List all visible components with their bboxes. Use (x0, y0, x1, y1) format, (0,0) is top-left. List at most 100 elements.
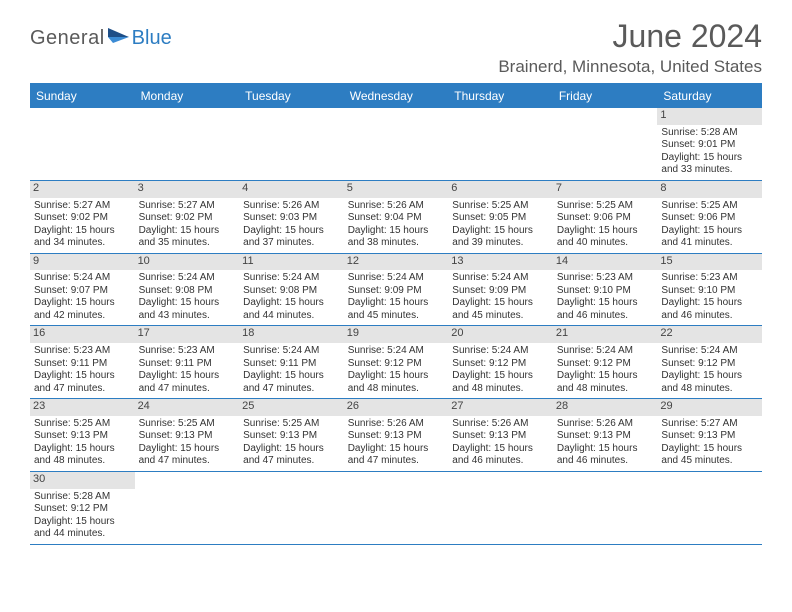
dayhead-wed: Wednesday (344, 85, 449, 108)
calendar-cell: 1Sunrise: 5:28 AMSunset: 9:01 PMDaylight… (657, 108, 762, 180)
logo: General Blue (30, 18, 172, 51)
sunset-text: Sunset: 9:11 PM (34, 358, 131, 371)
week-row: 1Sunrise: 5:28 AMSunset: 9:01 PMDaylight… (30, 108, 762, 181)
daylight-text-1: Daylight: 15 hours (243, 225, 340, 238)
sunset-text: Sunset: 9:12 PM (452, 358, 549, 371)
day-number: 1 (657, 108, 762, 125)
day-number: 22 (657, 326, 762, 343)
day-number: 4 (239, 181, 344, 198)
daylight-text-1: Daylight: 15 hours (243, 443, 340, 456)
calendar-cell (448, 108, 553, 180)
calendar-cell: 15Sunrise: 5:23 AMSunset: 9:10 PMDayligh… (657, 254, 762, 326)
calendar-cell: 25Sunrise: 5:25 AMSunset: 9:13 PMDayligh… (239, 399, 344, 471)
daylight-text-2: and 45 minutes. (661, 455, 758, 468)
calendar-cell: 26Sunrise: 5:26 AMSunset: 9:13 PMDayligh… (344, 399, 449, 471)
day-number: 9 (30, 254, 135, 271)
calendar: Sunday Monday Tuesday Wednesday Thursday… (30, 83, 762, 545)
calendar-cell: 28Sunrise: 5:26 AMSunset: 9:13 PMDayligh… (553, 399, 658, 471)
calendar-cell: 10Sunrise: 5:24 AMSunset: 9:08 PMDayligh… (135, 254, 240, 326)
daylight-text-2: and 44 minutes. (34, 528, 131, 541)
sunset-text: Sunset: 9:10 PM (557, 285, 654, 298)
daylight-text-1: Daylight: 15 hours (139, 225, 236, 238)
daylight-text-1: Daylight: 15 hours (34, 443, 131, 456)
calendar-cell (448, 472, 553, 544)
sunset-text: Sunset: 9:02 PM (34, 212, 131, 225)
calendar-cell (553, 108, 658, 180)
sunset-text: Sunset: 9:10 PM (661, 285, 758, 298)
daylight-text-1: Daylight: 15 hours (348, 297, 445, 310)
calendar-cell: 20Sunrise: 5:24 AMSunset: 9:12 PMDayligh… (448, 326, 553, 398)
sunrise-text: Sunrise: 5:28 AM (661, 127, 758, 140)
sunrise-text: Sunrise: 5:24 AM (452, 345, 549, 358)
daylight-text-2: and 46 minutes. (557, 455, 654, 468)
calendar-cell: 5Sunrise: 5:26 AMSunset: 9:04 PMDaylight… (344, 181, 449, 253)
daylight-text-1: Daylight: 15 hours (557, 225, 654, 238)
week-row: 9Sunrise: 5:24 AMSunset: 9:07 PMDaylight… (30, 254, 762, 327)
sunrise-text: Sunrise: 5:25 AM (661, 200, 758, 213)
day-number: 2 (30, 181, 135, 198)
day-number: 28 (553, 399, 658, 416)
sunrise-text: Sunrise: 5:24 AM (557, 345, 654, 358)
sunrise-text: Sunrise: 5:23 AM (661, 272, 758, 285)
header: General Blue June 2024 Brainerd, Minneso… (30, 18, 762, 77)
calendar-cell: 6Sunrise: 5:25 AMSunset: 9:05 PMDaylight… (448, 181, 553, 253)
sunrise-text: Sunrise: 5:28 AM (34, 491, 131, 504)
daylight-text-2: and 34 minutes. (34, 237, 131, 250)
daylight-text-1: Daylight: 15 hours (452, 370, 549, 383)
sunset-text: Sunset: 9:13 PM (348, 430, 445, 443)
flag-icon (107, 26, 133, 51)
sunset-text: Sunset: 9:13 PM (661, 430, 758, 443)
sunrise-text: Sunrise: 5:23 AM (34, 345, 131, 358)
day-number: 17 (135, 326, 240, 343)
daylight-text-2: and 48 minutes. (348, 383, 445, 396)
day-number: 26 (344, 399, 449, 416)
sunrise-text: Sunrise: 5:27 AM (139, 200, 236, 213)
day-number: 24 (135, 399, 240, 416)
sunset-text: Sunset: 9:12 PM (557, 358, 654, 371)
calendar-cell: 7Sunrise: 5:25 AMSunset: 9:06 PMDaylight… (553, 181, 658, 253)
sunrise-text: Sunrise: 5:24 AM (452, 272, 549, 285)
daylight-text-1: Daylight: 15 hours (452, 443, 549, 456)
daylight-text-1: Daylight: 15 hours (139, 297, 236, 310)
daylight-text-1: Daylight: 15 hours (34, 297, 131, 310)
calendar-cell: 9Sunrise: 5:24 AMSunset: 9:07 PMDaylight… (30, 254, 135, 326)
calendar-cell: 8Sunrise: 5:25 AMSunset: 9:06 PMDaylight… (657, 181, 762, 253)
sunset-text: Sunset: 9:13 PM (557, 430, 654, 443)
dayhead-thu: Thursday (448, 85, 553, 108)
calendar-cell (657, 472, 762, 544)
sunset-text: Sunset: 9:05 PM (452, 212, 549, 225)
day-number: 11 (239, 254, 344, 271)
sunset-text: Sunset: 9:12 PM (34, 503, 131, 516)
daylight-text-2: and 40 minutes. (557, 237, 654, 250)
daylight-text-1: Daylight: 15 hours (348, 370, 445, 383)
daylight-text-1: Daylight: 15 hours (139, 370, 236, 383)
daylight-text-2: and 39 minutes. (452, 237, 549, 250)
sunset-text: Sunset: 9:11 PM (139, 358, 236, 371)
calendar-cell (344, 472, 449, 544)
calendar-cell (344, 108, 449, 180)
daylight-text-1: Daylight: 15 hours (243, 370, 340, 383)
sunset-text: Sunset: 9:08 PM (243, 285, 340, 298)
daylight-text-2: and 41 minutes. (661, 237, 758, 250)
weeks-container: 1Sunrise: 5:28 AMSunset: 9:01 PMDaylight… (30, 108, 762, 545)
sunrise-text: Sunrise: 5:24 AM (139, 272, 236, 285)
sunrise-text: Sunrise: 5:26 AM (348, 200, 445, 213)
daylight-text-2: and 43 minutes. (139, 310, 236, 323)
sunset-text: Sunset: 9:04 PM (348, 212, 445, 225)
week-row: 30Sunrise: 5:28 AMSunset: 9:12 PMDayligh… (30, 472, 762, 545)
calendar-cell: 27Sunrise: 5:26 AMSunset: 9:13 PMDayligh… (448, 399, 553, 471)
sunrise-text: Sunrise: 5:24 AM (661, 345, 758, 358)
daylight-text-2: and 48 minutes. (557, 383, 654, 396)
logo-word1: General (30, 27, 105, 50)
sunset-text: Sunset: 9:13 PM (243, 430, 340, 443)
day-number: 16 (30, 326, 135, 343)
daylight-text-2: and 48 minutes. (452, 383, 549, 396)
day-header-row: Sunday Monday Tuesday Wednesday Thursday… (30, 85, 762, 108)
day-number: 8 (657, 181, 762, 198)
daylight-text-2: and 47 minutes. (139, 455, 236, 468)
sunrise-text: Sunrise: 5:26 AM (348, 418, 445, 431)
calendar-cell: 19Sunrise: 5:24 AMSunset: 9:12 PMDayligh… (344, 326, 449, 398)
calendar-cell: 13Sunrise: 5:24 AMSunset: 9:09 PMDayligh… (448, 254, 553, 326)
daylight-text-1: Daylight: 15 hours (34, 370, 131, 383)
day-number: 21 (553, 326, 658, 343)
